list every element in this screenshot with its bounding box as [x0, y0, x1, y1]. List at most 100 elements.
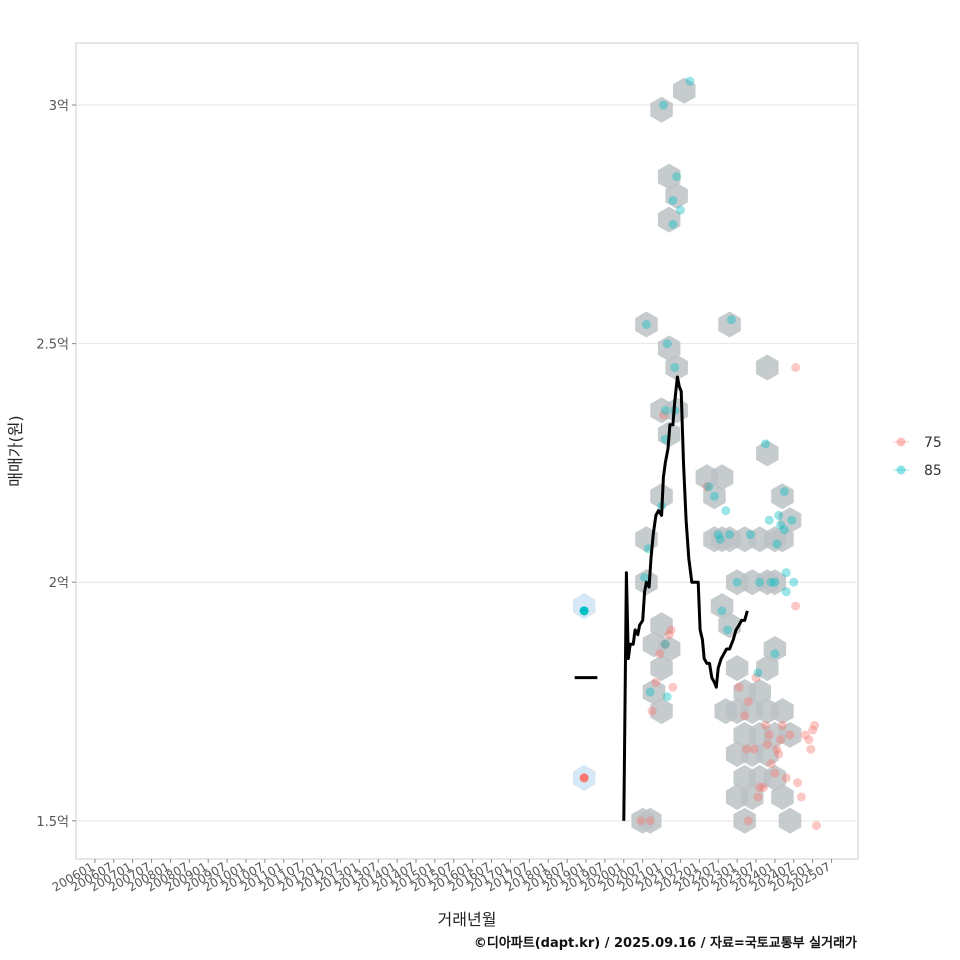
- point-85: [658, 100, 668, 110]
- point-75: [800, 730, 810, 740]
- point-85: [789, 577, 799, 587]
- point-85: [662, 692, 672, 702]
- point-85: [721, 506, 731, 516]
- point-85: [764, 515, 774, 525]
- point-75: [636, 816, 646, 826]
- y-tick-label: 2억: [49, 576, 69, 591]
- point-75: [755, 782, 765, 792]
- point-75: [806, 744, 816, 754]
- point-85: [779, 525, 789, 535]
- point-85: [732, 577, 742, 587]
- hexbin: [657, 206, 681, 233]
- point-75: [702, 482, 712, 492]
- point-75: [579, 773, 589, 783]
- point-75: [645, 816, 655, 826]
- hexbin: [650, 96, 673, 123]
- point-75: [810, 720, 820, 730]
- x-axis-title: 거래년월: [438, 910, 497, 929]
- point-75: [664, 630, 674, 640]
- point-75: [808, 725, 818, 735]
- point-75: [796, 792, 806, 802]
- hexbin: [710, 464, 734, 491]
- x-axis: 2006012006072007012007072008012008072009…: [50, 859, 833, 895]
- hexbin: [771, 698, 794, 725]
- point-85: [672, 172, 682, 182]
- point-85: [766, 577, 776, 587]
- legend-label-75: 75: [924, 435, 942, 451]
- point-75: [793, 778, 803, 788]
- point-85: [726, 315, 736, 325]
- point-85: [717, 606, 727, 616]
- point-85: [781, 587, 791, 597]
- point-75: [742, 744, 752, 754]
- hexbin: [639, 807, 662, 834]
- point-85: [745, 530, 755, 540]
- hexbin: [763, 569, 787, 596]
- legend-key-85: [896, 465, 906, 475]
- point-85: [670, 362, 680, 372]
- point-85: [787, 515, 797, 525]
- point-75: [658, 410, 668, 420]
- point-75: [772, 744, 782, 754]
- hexbin: [771, 483, 794, 510]
- hexbin: [703, 483, 726, 510]
- point-75: [774, 749, 784, 759]
- hexbin: [725, 655, 749, 682]
- point-85: [668, 195, 678, 205]
- hexbin: [778, 507, 802, 534]
- point-75: [749, 744, 759, 754]
- hexbin: [741, 784, 764, 810]
- y-tick-label: 1.5억: [36, 815, 69, 830]
- point-75: [743, 816, 753, 826]
- hexbin: [657, 636, 681, 662]
- hexbin: [756, 655, 779, 682]
- y-tick-label: 2.5억: [36, 338, 69, 353]
- hexbin-layer: [572, 77, 802, 834]
- point-75: [777, 720, 787, 730]
- point-75: [655, 649, 665, 659]
- point-85: [760, 439, 770, 449]
- scatter-points: [579, 76, 821, 831]
- hexbin: [763, 636, 787, 662]
- source-caption: ©디아파트(dapt.kr) / 2025.09.16 / 자료=국토교통부 실…: [474, 935, 857, 951]
- trend-line: [574, 375, 749, 821]
- point-85: [723, 625, 733, 635]
- point-75: [785, 730, 795, 740]
- point-75: [791, 601, 801, 611]
- point-85: [579, 606, 589, 616]
- point-75: [668, 682, 678, 692]
- point-85: [781, 568, 791, 578]
- point-85: [725, 530, 735, 540]
- point-75: [762, 739, 772, 749]
- point-85: [755, 577, 765, 587]
- hexbin: [665, 354, 688, 381]
- hexbin: [657, 335, 681, 362]
- hexbin: [650, 698, 673, 725]
- hexbin: [657, 163, 681, 190]
- point-85: [779, 487, 789, 497]
- point-85: [776, 520, 786, 530]
- point-75: [759, 782, 769, 792]
- hexbin: [650, 612, 673, 639]
- legend: 75 85: [893, 435, 942, 479]
- hexbin: [756, 741, 779, 767]
- point-85: [662, 339, 672, 349]
- point-75: [743, 697, 753, 707]
- hexbin: [572, 593, 596, 620]
- point-75: [740, 711, 750, 721]
- hexbin: [710, 593, 734, 620]
- point-75: [770, 768, 780, 778]
- point-75: [734, 682, 744, 692]
- point-85: [660, 405, 670, 415]
- y-axis-title: 매매가(원): [6, 415, 25, 486]
- hexbin: [778, 721, 802, 748]
- point-85: [660, 639, 670, 649]
- point-85: [641, 320, 651, 330]
- hexbin: [733, 807, 756, 834]
- trend-moving-average: [622, 375, 749, 821]
- point-85: [715, 534, 725, 544]
- point-85: [772, 539, 782, 549]
- hexbin: [718, 311, 741, 338]
- point-85: [753, 668, 763, 678]
